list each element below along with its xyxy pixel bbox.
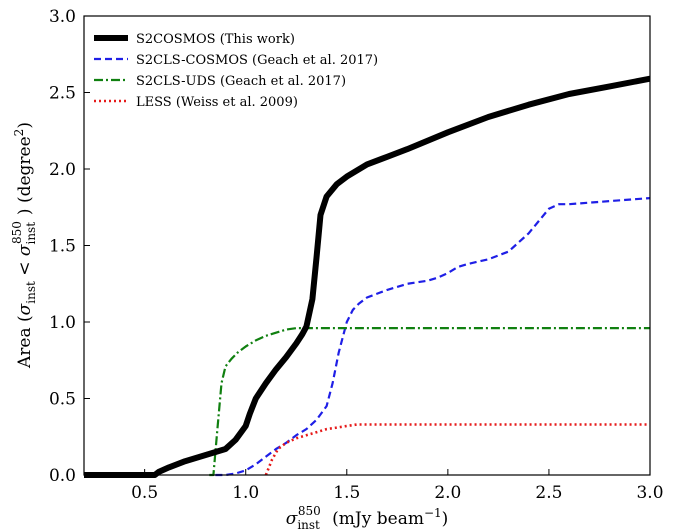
x-tick-label: 1.0: [232, 483, 259, 503]
legend-label-s2cls-cosmos: S2CLS-COSMOS (Geach et al. 2017): [136, 53, 378, 68]
legend: S2COSMOS (This work) S2CLS-COSMOS (Geach…: [94, 32, 378, 110]
series-line-s2cls-cosmos: [215, 197, 651, 477]
x-tick-label: 3.0: [636, 483, 663, 503]
y-axis-label: Area (σinst < σinst850) (degree2): [10, 122, 38, 369]
legend-label-less: LESS (Weiss et al. 2009): [136, 95, 298, 110]
legend-entry: LESS (Weiss et al. 2009): [94, 95, 298, 110]
y-tick-label: 0.5: [49, 390, 76, 410]
x-tick-label: 2.5: [535, 483, 562, 503]
x-axis-label: σinst850 (mJy beam−1): [286, 504, 449, 531]
series-line-s2cosmos: [84, 75, 651, 478]
series-line-s2cls-uds: [209, 327, 650, 477]
series-layer: [84, 75, 651, 478]
plot-area: [84, 16, 650, 475]
series-line-less: [264, 423, 650, 476]
legend-entry: S2CLS-UDS (Geach et al. 2017): [94, 74, 346, 89]
y-tick-label: 3.0: [49, 7, 76, 27]
y-axis: 0.0 0.5 1.0 1.5 2.0 2.5 3.0: [49, 7, 90, 486]
x-tick-label: 2.0: [434, 483, 461, 503]
y-tick-label: 2.5: [49, 84, 76, 104]
legend-entry: S2COSMOS (This work): [94, 32, 295, 47]
y-tick-label: 2.0: [49, 160, 76, 180]
legend-label-s2cosmos: S2COSMOS (This work): [136, 32, 295, 47]
y-tick-label: 1.5: [49, 237, 76, 257]
y-tick-label: 1.0: [49, 313, 76, 333]
y-tick-label: 0.0: [49, 466, 76, 486]
x-tick-label: 0.5: [131, 483, 158, 503]
legend-entry: S2CLS-COSMOS (Geach et al. 2017): [94, 53, 378, 68]
x-axis: 0.5 1.0 1.5 2.0 2.5 3.0: [131, 469, 664, 503]
x-tick-label: 1.5: [333, 483, 360, 503]
legend-label-s2cls-uds: S2CLS-UDS (Geach et al. 2017): [136, 74, 346, 89]
